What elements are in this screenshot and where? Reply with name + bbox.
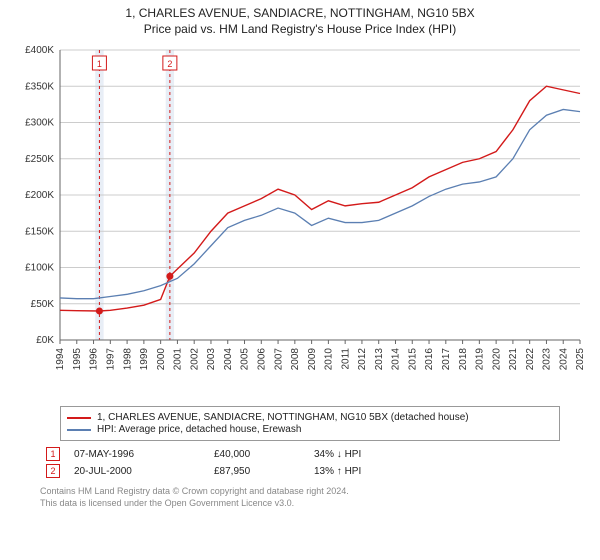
x-tick-label: 2022 (525, 348, 536, 371)
marker-delta: 13% ↑ HPI (314, 466, 454, 477)
marker-date: 20-JUL-2000 (74, 466, 214, 477)
x-tick-label: 2001 (173, 348, 184, 371)
legend-item: 1, CHARLES AVENUE, SANDIACRE, NOTTINGHAM… (67, 412, 553, 423)
x-tick-label: 2006 (256, 348, 267, 371)
attribution-line1: Contains HM Land Registry data © Crown c… (40, 486, 560, 498)
y-tick-label: £100K (25, 263, 54, 274)
x-tick-label: 2013 (374, 348, 385, 371)
x-tick-label: 2019 (475, 348, 486, 371)
y-tick-label: £250K (25, 154, 54, 165)
event-dot (96, 308, 103, 315)
x-tick-label: 2020 (491, 348, 502, 371)
title-line1: 1, CHARLES AVENUE, SANDIACRE, NOTTINGHAM… (0, 6, 600, 20)
x-tick-label: 1999 (139, 348, 150, 371)
marker-table: 1 07-MAY-1996£40,00034% ↓ HPI 2 20-JUL-2000… (40, 447, 560, 478)
legend-swatch (67, 417, 91, 419)
x-tick-label: 2003 (206, 348, 217, 371)
x-tick-label: 2009 (307, 348, 318, 371)
event-badge-label: 2 (167, 59, 172, 69)
y-tick-label: £150K (25, 226, 54, 237)
x-tick-label: 2012 (357, 348, 368, 371)
x-tick-label: 1996 (89, 348, 100, 371)
legend-swatch (67, 429, 91, 431)
legend-item: HPI: Average price, detached house, Erew… (67, 424, 553, 435)
legend: 1, CHARLES AVENUE, SANDIACRE, NOTTINGHAM… (60, 406, 560, 441)
y-tick-label: £400K (25, 45, 54, 56)
marker-price: £40,000 (214, 449, 314, 460)
legend-label: 1, CHARLES AVENUE, SANDIACRE, NOTTINGHAM… (97, 412, 469, 423)
event-dot (166, 273, 173, 280)
x-tick-label: 2005 (240, 348, 251, 371)
x-tick-label: 2025 (575, 348, 586, 371)
x-tick-label: 2021 (508, 348, 519, 371)
marker-badge: 2 (46, 464, 60, 478)
x-tick-label: 2017 (441, 348, 452, 371)
x-tick-label: 1997 (106, 348, 117, 371)
y-tick-label: £200K (25, 190, 54, 201)
price-chart: £0K £50K £100K £150K £200K £250K £300K £350K £40… (10, 40, 590, 400)
x-tick-label: 2007 (273, 348, 284, 371)
y-tick-label: £350K (25, 81, 54, 92)
y-tick-label: £0K (36, 335, 54, 346)
chart-titles: 1, CHARLES AVENUE, SANDIACRE, NOTTINGHAM… (0, 0, 600, 36)
y-tick-label: £50K (31, 299, 55, 310)
event-badge-label: 1 (97, 59, 102, 69)
x-tick-label: 1998 (122, 348, 133, 371)
x-tick-label: 1995 (72, 348, 83, 371)
marker-row: 1 07-MAY-1996£40,00034% ↓ HPI (40, 447, 560, 461)
x-tick-label: 2018 (458, 348, 469, 371)
marker-row: 2 20-JUL-2000£87,95013% ↑ HPI (40, 464, 560, 478)
x-tick-label: 1994 (55, 348, 66, 371)
x-tick-label: 2002 (189, 348, 200, 371)
marker-price: £87,950 (214, 466, 314, 477)
legend-label: HPI: Average price, detached house, Erew… (97, 424, 301, 435)
y-tick-label: £300K (25, 118, 54, 129)
title-line2: Price paid vs. HM Land Registry's House … (0, 22, 600, 36)
x-tick-label: 2015 (407, 348, 418, 371)
chart-area: £0K £50K £100K £150K £200K £250K £300K £350K £40… (10, 40, 590, 400)
x-tick-label: 2000 (156, 348, 167, 371)
x-tick-label: 2014 (391, 348, 402, 371)
x-tick-label: 2016 (424, 348, 435, 371)
x-tick-label: 2010 (324, 348, 335, 371)
marker-date: 07-MAY-1996 (74, 449, 214, 460)
x-tick-label: 2023 (542, 348, 553, 371)
x-tick-label: 2008 (290, 348, 301, 371)
x-tick-label: 2024 (558, 348, 569, 371)
x-tick-label: 2004 (223, 348, 234, 371)
attribution: Contains HM Land Registry data © Crown c… (40, 486, 560, 509)
marker-badge: 1 (46, 447, 60, 461)
x-tick-label: 2011 (340, 348, 351, 370)
marker-delta: 34% ↓ HPI (314, 449, 454, 460)
attribution-line2: This data is licensed under the Open Gov… (40, 498, 560, 510)
